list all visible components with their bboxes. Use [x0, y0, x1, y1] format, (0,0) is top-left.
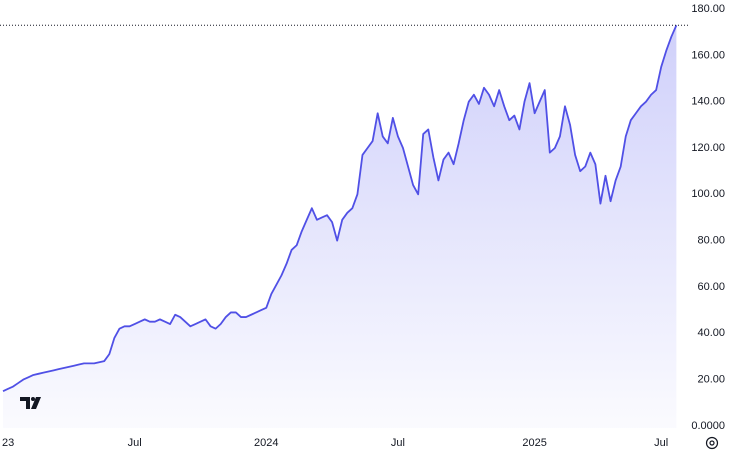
area-fill	[3, 25, 677, 429]
y-tick-label: 100.00	[691, 188, 725, 200]
price-line	[2, 24, 678, 392]
settings-icon[interactable]	[705, 436, 719, 450]
y-tick-label: 60.00	[697, 281, 725, 293]
y-tick-label: 0.0000	[691, 420, 725, 432]
x-tick-label: Jul	[391, 437, 405, 449]
x-tick-label: Jul	[128, 437, 142, 449]
y-tick-label: 160.00	[691, 49, 725, 61]
y-tick-label: 20.00	[697, 374, 725, 386]
x-tick-label: 23	[2, 437, 14, 449]
x-tick-label: 2025	[522, 437, 546, 449]
y-tick-label: 40.00	[697, 327, 725, 339]
y-tick-label: 120.00	[691, 142, 725, 154]
x-tick-label: Jul	[654, 437, 668, 449]
tradingview-logo	[20, 397, 41, 409]
axes: 0.0000 20.00 40.00 60.00 80.00 100.00 120.00 14…	[2, 3, 725, 449]
y-tick-label: 140.00	[691, 96, 725, 108]
x-tick-label: 2024	[254, 437, 278, 449]
y-tick-label: 80.00	[697, 235, 725, 247]
plot-area	[0, 24, 690, 429]
y-tick-label: 180.00	[691, 3, 725, 15]
